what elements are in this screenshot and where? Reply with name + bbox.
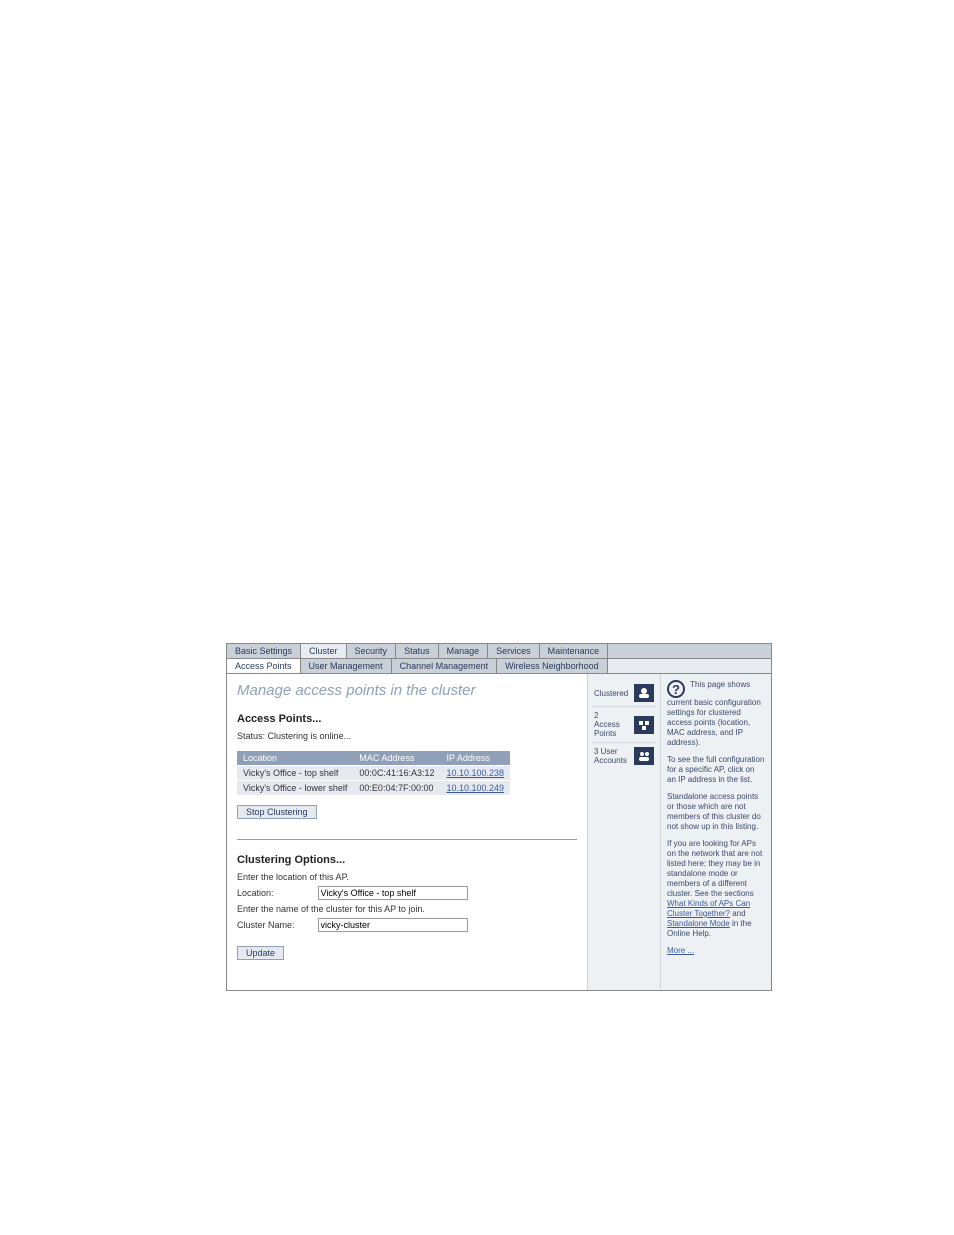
cluster-name-input[interactable] [318, 918, 468, 932]
table-row: Vicky's Office - lower shelf 00:E0:04:7F… [237, 781, 510, 796]
subtab-channel-management[interactable]: Channel Management [392, 659, 498, 673]
users-icon [634, 747, 654, 765]
ip-link[interactable]: 10.10.100.238 [446, 768, 504, 778]
status-label: Status: [237, 731, 265, 741]
cluster-name-hint: Enter the name of the cluster for this A… [237, 904, 577, 914]
location-hint: Enter the location of this AP. [237, 872, 577, 882]
table-row: Vicky's Office - top shelf 00:0C:41:16:A… [237, 766, 510, 781]
status-sidebar: Clustered 2 Access Points 3 User Account… [587, 674, 661, 990]
status-value: Clustering is online... [268, 731, 352, 741]
help-panel: ? This page shows current basic configur… [661, 674, 771, 990]
subtab-wireless-neighborhood[interactable]: Wireless Neighborhood [497, 659, 608, 673]
help-mid: and [732, 909, 745, 918]
divider [237, 839, 577, 840]
help-p4a: If you are looking for APs on the networ… [667, 839, 762, 898]
ap-count-indicator[interactable]: 2 Access Points [592, 707, 656, 743]
tab-security[interactable]: Security [347, 644, 397, 658]
tab-maintenance[interactable]: Maintenance [540, 644, 609, 658]
tab-status[interactable]: Status [396, 644, 439, 658]
user-count: 3 User [594, 747, 618, 756]
col-location: Location [237, 751, 353, 766]
more-link[interactable]: More ... [667, 946, 694, 955]
cell-location: Vicky's Office - lower shelf [237, 781, 353, 796]
col-mac: MAC Address [353, 751, 440, 766]
clustered-label: Clustered [594, 689, 628, 698]
access-points-icon [634, 716, 654, 734]
ip-link[interactable]: 10.10.100.249 [446, 783, 504, 793]
cell-location: Vicky's Office - top shelf [237, 766, 353, 781]
stop-clustering-button[interactable]: Stop Clustering [237, 805, 317, 819]
help-link-standalone[interactable]: Standalone Mode [667, 919, 730, 928]
col-ip: IP Address [440, 751, 510, 766]
main-content: Manage access points in the cluster Acce… [227, 674, 587, 990]
subtab-user-management[interactable]: User Management [301, 659, 392, 673]
main-tabs: Basic Settings Cluster Security Status M… [227, 644, 771, 659]
content-row: Manage access points in the cluster Acce… [227, 674, 771, 990]
tab-basic-settings[interactable]: Basic Settings [227, 644, 301, 658]
help-p3: Standalone access points or those which … [667, 792, 765, 832]
help-icon: ? [667, 680, 685, 698]
update-button[interactable]: Update [237, 946, 284, 960]
user-count-label: Accounts [594, 756, 627, 765]
tab-cluster[interactable]: Cluster [301, 644, 347, 658]
ap-count: 2 [594, 711, 598, 720]
admin-panel: Basic Settings Cluster Security Status M… [226, 643, 772, 991]
help-p2: To see the full configuration for a spec… [667, 755, 765, 785]
clustering-options-heading: Clustering Options... [237, 854, 577, 866]
tab-services[interactable]: Services [488, 644, 540, 658]
cell-mac: 00:0C:41:16:A3:12 [353, 766, 440, 781]
clustered-indicator: Clustered [592, 680, 656, 707]
subtab-access-points[interactable]: Access Points [227, 659, 301, 673]
clustered-icon [634, 684, 654, 702]
location-input[interactable] [318, 886, 468, 900]
ap-count-label: Access Points [594, 720, 620, 738]
location-label: Location: [237, 888, 315, 898]
access-points-heading: Access Points... [237, 713, 577, 725]
access-points-table: Location MAC Address IP Address Vicky's … [237, 751, 510, 795]
tab-manage[interactable]: Manage [439, 644, 489, 658]
cell-mac: 00:E0:04:7F:00:00 [353, 781, 440, 796]
user-count-indicator[interactable]: 3 User Accounts [592, 743, 656, 769]
page-title: Manage access points in the cluster [237, 682, 577, 699]
clustering-status: Status: Clustering is online... [237, 731, 577, 741]
cluster-name-label: Cluster Name: [237, 920, 315, 930]
sub-tabs: Access Points User Management Channel Ma… [227, 659, 771, 674]
